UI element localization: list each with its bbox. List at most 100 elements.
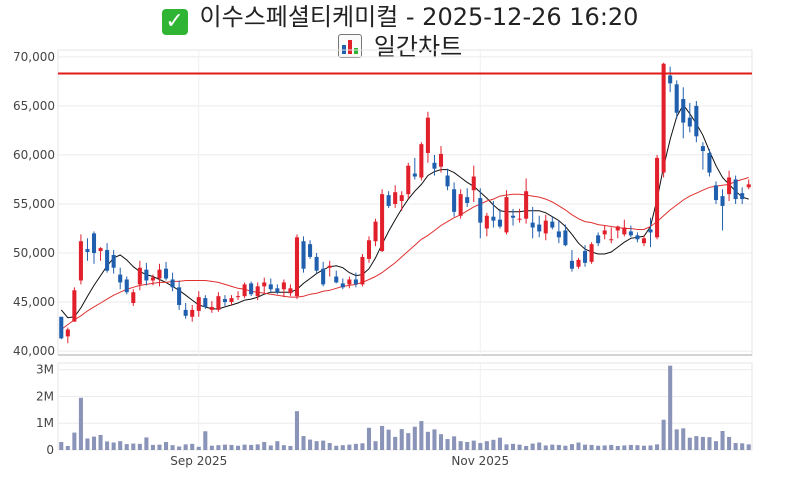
volume-bar	[478, 443, 483, 450]
candle-down	[596, 235, 601, 244]
candle-down	[635, 235, 640, 240]
volume-bar	[249, 444, 254, 450]
candle-down	[452, 189, 457, 212]
volume-bar	[393, 436, 398, 450]
candle-up	[641, 238, 647, 244]
candle-up	[655, 157, 660, 238]
candle-down	[268, 284, 273, 290]
volume-bar	[641, 445, 647, 450]
volume-bar	[556, 444, 561, 450]
volume-bar	[655, 444, 660, 450]
volume-bar	[255, 444, 260, 450]
volume-bar	[445, 439, 450, 450]
volume-bar	[674, 429, 679, 450]
volume-bar	[399, 429, 404, 450]
candle-down	[720, 196, 725, 206]
volume-bar	[412, 426, 417, 450]
volume-bar	[432, 429, 437, 450]
candle-up	[419, 144, 424, 178]
volume-bar	[281, 445, 286, 450]
candle-up	[196, 297, 201, 311]
volume-bar	[190, 443, 195, 450]
date-tick-label: Sep 2025	[170, 454, 227, 468]
volume-axis: 0 1M 2M 3M	[36, 363, 54, 457]
candle-up	[78, 241, 83, 281]
volume-bar	[327, 443, 332, 450]
moving-average-short-line	[60, 103, 749, 319]
volume-bar	[713, 441, 719, 450]
candle-down	[249, 283, 254, 295]
candle-down	[700, 146, 705, 152]
moving-average-long-line	[60, 177, 749, 330]
volume-bar	[183, 444, 188, 450]
price-tick-label: 55,000	[13, 197, 55, 211]
candle-up	[438, 153, 444, 167]
candle-down	[118, 274, 123, 283]
candle-up	[373, 221, 378, 242]
volume-bar	[105, 441, 110, 450]
candle-down	[432, 162, 437, 169]
volume-bar	[118, 441, 123, 450]
volume-bar	[275, 441, 280, 450]
candle-down	[386, 195, 391, 206]
volume-bar	[163, 441, 169, 450]
volume-bar	[438, 434, 444, 450]
candle-up	[236, 296, 241, 298]
candle-up	[366, 240, 372, 259]
volume-bar	[537, 442, 542, 450]
candle-down	[733, 179, 738, 200]
candle-down	[144, 269, 149, 281]
price-tick-label: 45,000	[13, 295, 55, 309]
volume-bar	[589, 444, 594, 450]
candle-up	[661, 63, 666, 173]
volume-grid	[57, 362, 753, 451]
volume-bar	[740, 443, 745, 450]
volume-bar	[727, 436, 732, 450]
candle-down	[681, 99, 686, 123]
volume-bar	[196, 446, 201, 450]
candle-down	[563, 230, 568, 246]
volume-bar	[720, 430, 725, 450]
candle-down	[550, 221, 555, 228]
volume-bar	[124, 444, 129, 450]
volume-bar	[543, 445, 548, 450]
candle-down	[301, 241, 306, 269]
check-mark-icon: ✓	[161, 9, 188, 35]
volume-bar	[707, 437, 712, 450]
volume-bar	[229, 444, 234, 450]
price-axis: 40,000 45,000 50,000 55,000 60,000 65,000 70,0…	[13, 50, 55, 358]
candle-up	[504, 197, 509, 233]
volume-bar	[353, 443, 358, 450]
candle-down	[694, 105, 699, 137]
candle-up	[425, 117, 430, 153]
price-tick-label: 60,000	[13, 148, 55, 162]
volume-tick-label: 0	[46, 443, 54, 457]
candle-up	[393, 192, 398, 204]
volume-bar	[419, 421, 424, 450]
volume-bar	[700, 436, 705, 450]
volume-bar	[111, 442, 116, 450]
volume-bar	[262, 441, 267, 450]
candle-up	[458, 194, 463, 216]
volume-bar	[347, 444, 352, 450]
volume-bar	[452, 436, 457, 450]
volume-bar	[583, 444, 588, 450]
volume-bar	[150, 444, 155, 450]
volume-bar	[386, 429, 391, 450]
volume-bar	[209, 445, 214, 450]
price-panel-frame	[57, 49, 753, 356]
candle-up	[589, 244, 594, 262]
volume-bar	[360, 443, 365, 450]
candle-up	[347, 279, 352, 285]
candle-up	[524, 191, 529, 219]
candle-down	[353, 279, 358, 285]
candle-up	[746, 184, 751, 188]
volume-bar	[65, 445, 70, 450]
candle-down	[177, 287, 182, 305]
candle-down	[203, 298, 208, 307]
candle-down	[340, 283, 345, 288]
candle-down	[91, 233, 97, 254]
volume-bar	[340, 445, 345, 450]
volume-bar	[504, 444, 509, 450]
